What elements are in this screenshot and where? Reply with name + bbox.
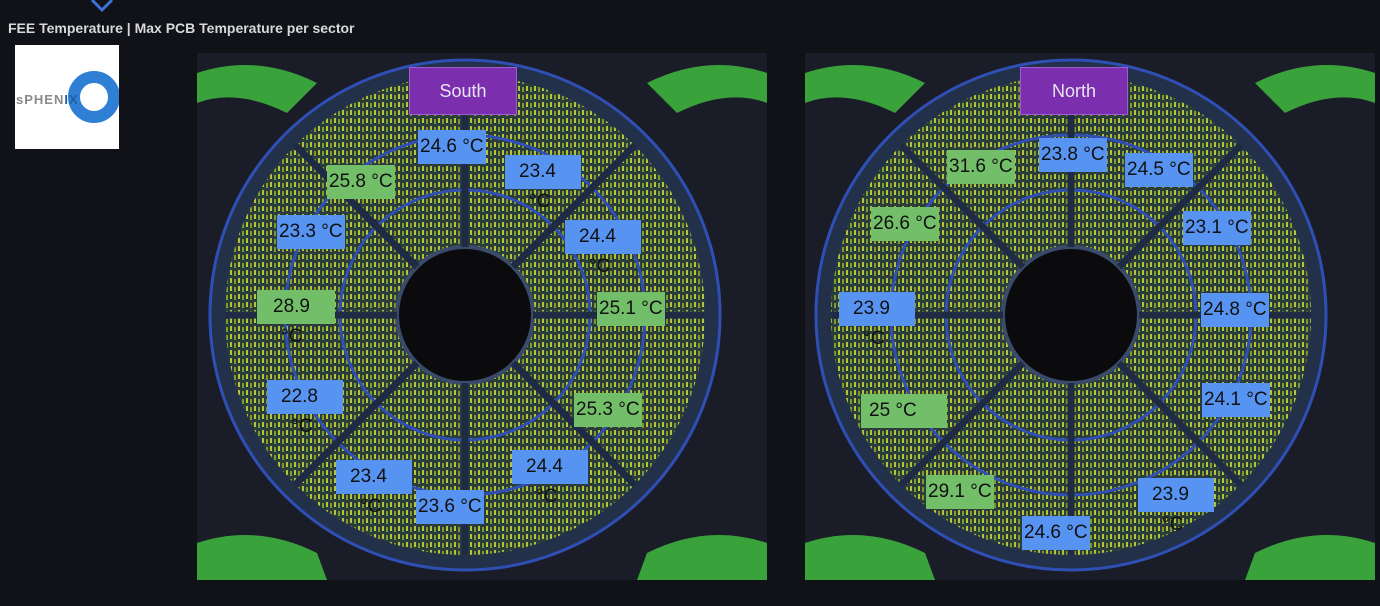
panel-title[interactable]: FEE Temperature | Max PCB Temperature pe… [8,20,355,36]
south-sector-badge[interactable]: 24.4 °C [565,220,641,277]
logo-text-right: IX [64,92,79,107]
south-sector-badge[interactable]: 24.6 °C [418,130,486,164]
south-sector-badge[interactable]: 23.6 °C [416,490,484,524]
north-sector-badge[interactable]: 31.6 °C [947,150,1015,184]
north-sector-badge[interactable]: 24.6 °C [1022,516,1090,550]
south-sector-badge[interactable]: 25.1 °C [597,292,665,326]
panel-corner-icon [90,0,114,13]
sphenix-logo: sPHENIX [15,45,120,149]
north-sector-badge[interactable]: 29.1 °C [926,475,994,509]
sphenix-logo-ring-icon [68,71,120,123]
south-sector-badge[interactable]: 22.8 °C [267,380,343,437]
south-sector-badge[interactable]: 23.4 °C [336,460,412,517]
logo-text-left: sPHEN [16,92,65,107]
north-sector-badge[interactable]: 25 °C [861,394,947,428]
south-sector-badge[interactable]: 23.3 °C [277,215,345,249]
north-sector-badge[interactable]: 24.5 °C [1125,153,1193,187]
north-detector-view: North 31.6 °C 23.8 °C 24.5 °C 26.6 °C 23… [805,53,1375,580]
south-sector-badge[interactable]: 25.8 °C [327,165,395,199]
south-sector-badge[interactable]: 24.4 °C [512,450,588,507]
north-sector-badge[interactable]: 23.9 °C [839,292,915,349]
south-sector-badge[interactable]: 25.3 °C [574,393,642,427]
north-sector-badge[interactable]: 23.9 °C [1138,478,1214,535]
north-sector-badge[interactable]: 23.1 °C [1183,211,1251,245]
south-sector-badge[interactable]: 23.4 °C [505,155,581,212]
south-label: South [409,67,517,115]
north-sector-badge[interactable]: 24.8 °C [1201,293,1269,327]
south-sector-badge[interactable]: 28.9 °C [257,290,335,347]
north-sector-badge[interactable]: 24.1 °C [1202,383,1270,417]
panel-header: FEE Temperature | Max PCB Temperature pe… [0,0,1380,56]
south-detector-view: South 24.6 °C 23.4 °C 25.8 °C 23.3 °C 24.… [197,53,767,580]
north-label: North [1020,67,1128,115]
north-sector-badge[interactable]: 23.8 °C [1039,138,1107,172]
north-sector-badge[interactable]: 26.6 °C [871,207,939,241]
